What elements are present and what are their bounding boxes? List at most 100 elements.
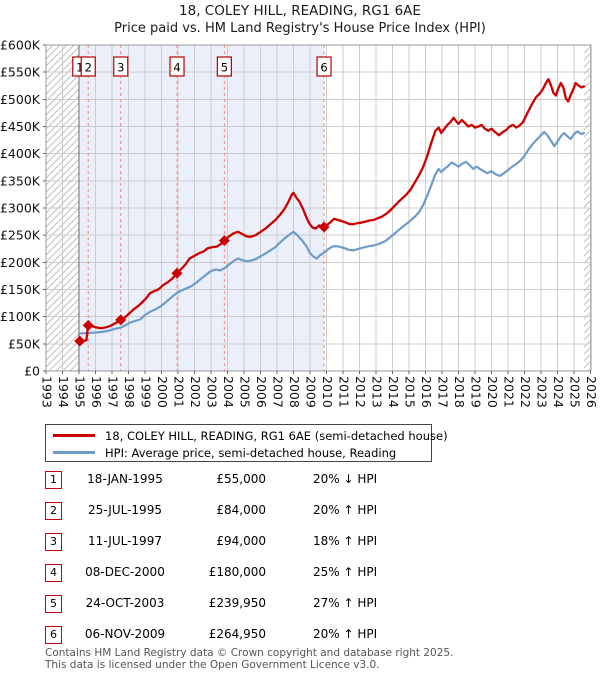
x-axis-label: 1996 [89,376,104,408]
y-axis-label: £500K [0,92,41,107]
sale-date: 18-JAN-1995 [87,472,163,486]
hpi-delta: 27% ↑ HPI [313,596,378,610]
x-axis-label: 1998 [122,376,137,408]
hpi-delta: 20% ↑ HPI [313,627,378,641]
x-axis-label: 2009 [304,376,319,408]
sale-marker-diamond [318,221,330,233]
hpi-delta: 18% ↑ HPI [313,534,378,548]
y-axis-label: £450K [0,119,41,134]
page-title: 18, COLEY HILL, READING, RG1 6AE [179,3,421,19]
sale-marker-number: 5 [221,61,228,75]
price-history-chart: 1 2 3 4 5 6 £0 £50K £100K £150K £200K £250K £300K £35… [0,38,599,408]
sale-marker-number: 4 [173,61,180,75]
x-axis-label: 2008 [287,376,302,408]
x-axis-label: 2011 [337,376,352,408]
sale-marker-number: 6 [320,61,327,75]
licence-line-2: This data is licensed under the Open Gov… [45,658,380,671]
legend-swatch-hpi-line [53,451,95,454]
sale-price: £180,000 [208,565,266,579]
sale-price: £239,950 [208,596,266,610]
sale-date: 08-DEC-2000 [85,565,165,579]
legend-label: HPI: Average price, semi-detached house,… [105,445,397,460]
x-axis-label: 2026 [584,376,599,408]
sale-price: £84,000 [216,503,266,517]
x-axis-label: 2025 [568,376,583,408]
x-axis-label: 2010 [320,376,335,408]
legend-item-property: 18, COLEY HILL, READING, RG1 6AE (semi-d… [46,427,448,444]
x-axis-label: 2003 [205,376,220,408]
sale-date: 24-OCT-2003 [85,596,165,610]
y-axis-label: £600K [0,38,41,53]
hpi-delta: 25% ↑ HPI [313,565,378,579]
y-axis-label: £250K [0,228,41,243]
y-axis-label: £100K [0,309,41,324]
x-axis-label: 1999 [139,376,154,408]
x-axis-label: 2022 [518,376,533,408]
row-number-badge: 6 [45,626,62,644]
x-axis-label: 2019 [469,376,484,408]
sale-price: £264,950 [208,627,266,641]
x-axis-label: 2013 [370,376,385,408]
legend-item-hpi: HPI: Average price, semi-detached house,… [46,444,431,461]
x-axis-label: 2005 [238,376,253,408]
y-axis-label: £400K [0,146,41,161]
sale-marker-number-box [113,56,129,77]
x-axis-label: 2024 [551,376,566,408]
hpi-delta: 20% ↓ HPI [313,472,378,486]
row-number-badge: 4 [45,564,62,582]
x-axis-label: 2017 [436,376,451,408]
x-axis-label: 2014 [386,376,401,408]
y-axis-label: £550K [0,65,41,80]
row-number-badge: 5 [45,595,62,613]
sale-marker-number-box [316,56,332,77]
x-axis-label: 2006 [254,376,269,408]
page-subtitle: Price paid vs. HM Land Registry's House … [114,21,486,36]
x-axis-label: 2016 [419,376,434,408]
x-axis-label: 2023 [535,376,550,408]
x-axis-label: 2015 [403,376,418,408]
x-axis-label: 2002 [188,376,203,408]
sale-marker-diamond [171,267,183,279]
y-axis-label: £150K [0,282,41,297]
x-axis-label: 1995 [73,376,88,408]
x-axis-label: 2018 [452,376,467,408]
series-property-line [78,78,586,343]
sale-date: 25-JUL-1995 [88,503,162,517]
sale-price: £55,000 [216,472,266,486]
sale-price: £94,000 [216,534,266,548]
row-number-badge: 2 [45,502,62,520]
sale-date: 06-NOV-2009 [84,627,166,641]
y-axis-label: £200K [0,255,41,270]
x-axis-label: 2020 [485,376,500,408]
sale-marker-diamond [82,319,94,331]
sale-marker-number-box [169,56,185,77]
y-axis-label: £350K [0,173,41,188]
x-axis-label: 2007 [271,376,286,408]
legend-swatch-property-line [53,434,95,437]
y-axis-label: £0 [24,364,40,379]
y-axis-label: £300K [0,201,41,216]
x-axis-label: 2021 [502,376,517,408]
x-axis-label: 1997 [106,376,121,408]
x-axis-label: 1993 [40,376,55,408]
hpi-delta: 20% ↑ HPI [313,503,378,517]
sale-date: 11-JUL-1997 [88,534,162,548]
x-axis-label: 2000 [155,376,170,408]
x-axis-label: 2004 [221,376,236,408]
row-number-badge: 1 [45,471,62,489]
x-axis-label: 2012 [353,376,368,408]
y-axis-label: £50K [8,336,41,351]
x-axis-label: 1994 [56,376,71,408]
sale-marker-number: 2 [85,61,92,75]
sale-marker-diamond [218,235,230,247]
sale-marker-diamond [115,314,127,326]
series-hpi-line [77,130,586,335]
licence-footer: Contains HM Land Registry data © Crown c… [45,647,453,671]
chart-legend: 18, COLEY HILL, READING, RG1 6AE (semi-d… [45,424,448,462]
sale-marker-number: 1 [76,61,83,75]
sale-marker-number: 3 [117,61,124,75]
sale-marker-diamond [74,335,86,347]
sale-marker-number-box [216,56,232,77]
sale-marker-number-box [80,56,96,77]
